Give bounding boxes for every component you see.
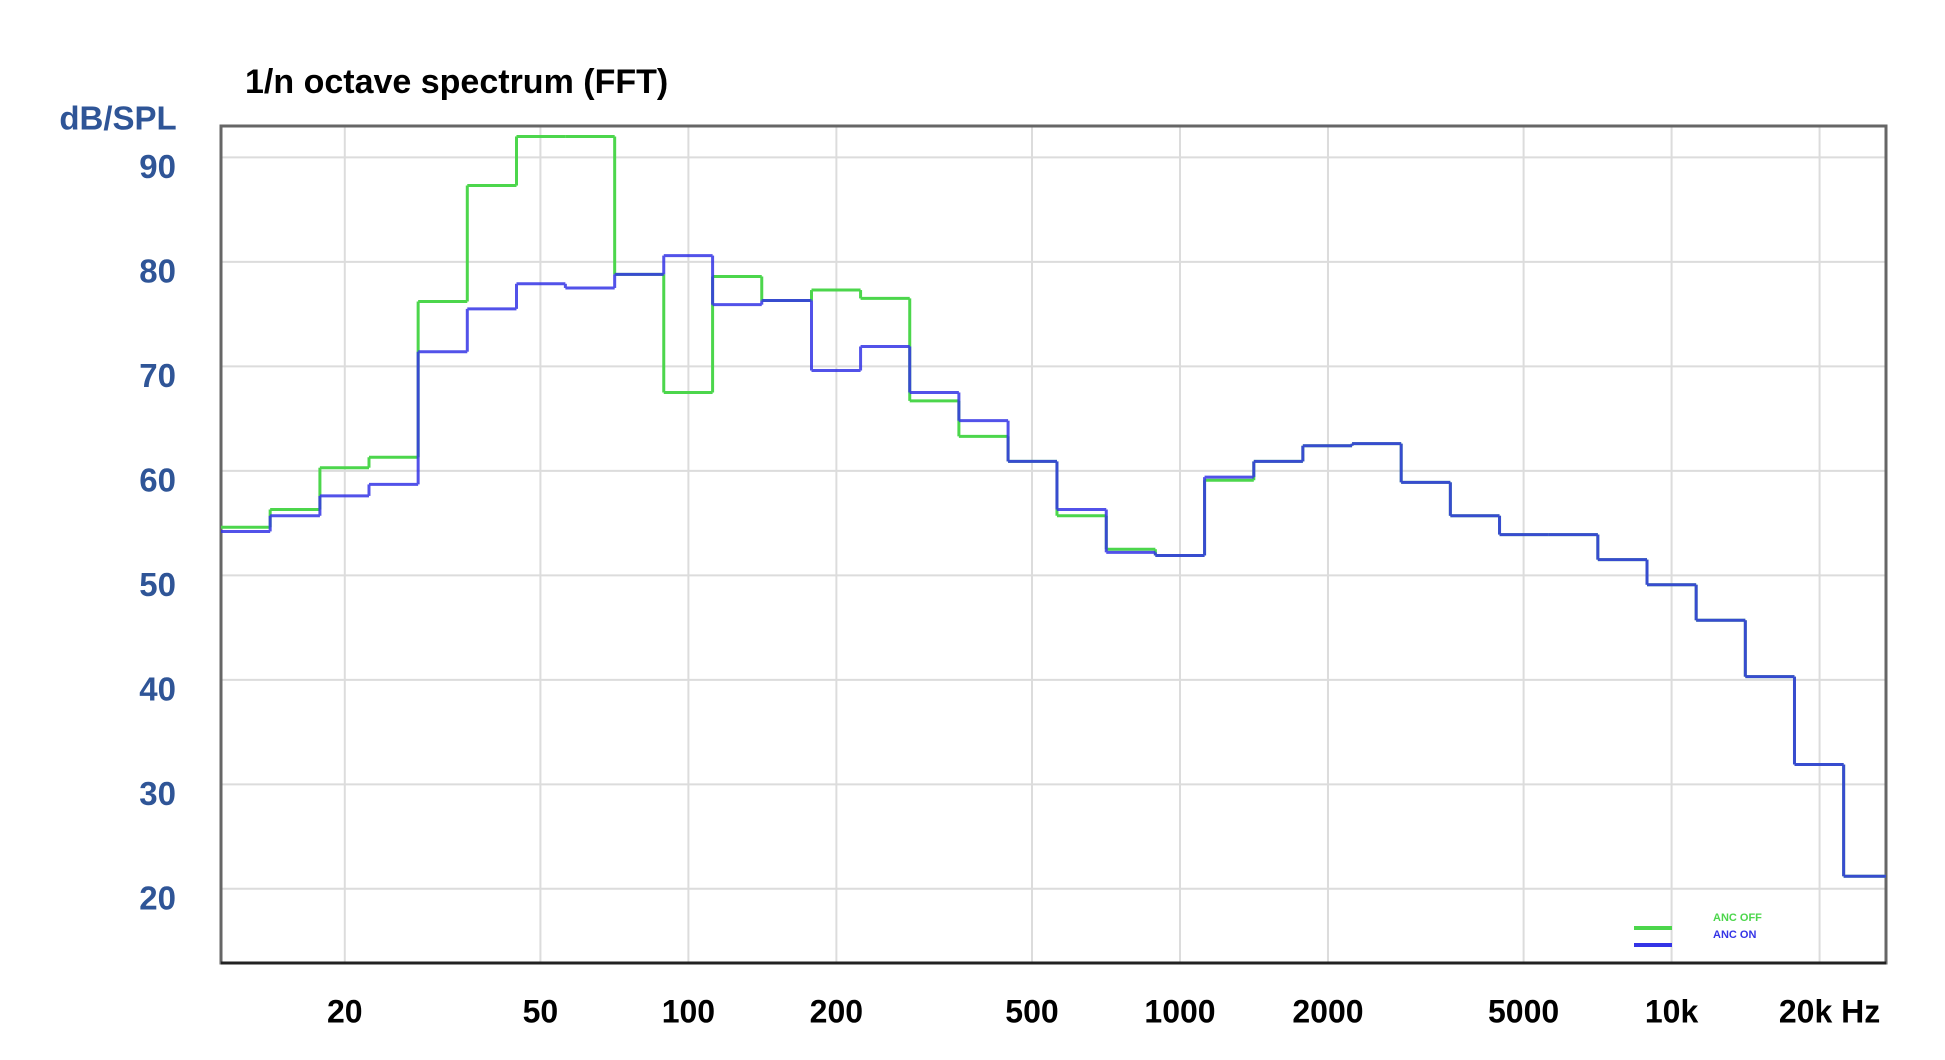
x-tick-label: 20 xyxy=(327,993,363,1029)
y-tick-label: 60 xyxy=(139,462,176,499)
y-tick-label: 30 xyxy=(139,775,176,812)
y-tick-label: 80 xyxy=(139,253,176,290)
x-tick-label: 10k xyxy=(1645,993,1699,1029)
y-tick-label: 90 xyxy=(139,148,176,185)
legend-label: ANC OFF xyxy=(1713,912,1762,924)
x-tick-label: 50 xyxy=(523,993,559,1029)
y-tick-label: 50 xyxy=(139,566,176,603)
y-tick-label: 40 xyxy=(139,671,176,708)
legend-label: ANC ON xyxy=(1713,929,1756,941)
plot-frame xyxy=(219,124,1888,965)
x-tick-label: 1000 xyxy=(1144,993,1215,1029)
series-1 xyxy=(221,254,1886,878)
x-tick-label: 20k Hz xyxy=(1779,993,1880,1029)
x-tick-label: 100 xyxy=(662,993,715,1029)
y-axis-label: dB/SPL xyxy=(59,100,176,137)
x-tick-label: 500 xyxy=(1005,993,1058,1029)
x-tick-label: 200 xyxy=(810,993,863,1029)
y-tick-label: 20 xyxy=(139,880,176,917)
x-tick-label: 5000 xyxy=(1488,993,1559,1029)
y-tick-label: 70 xyxy=(139,357,176,394)
chart-title: 1/n octave spectrum (FFT) xyxy=(245,63,668,101)
series-0 xyxy=(221,134,1886,878)
x-tick-label: 2000 xyxy=(1292,993,1363,1029)
